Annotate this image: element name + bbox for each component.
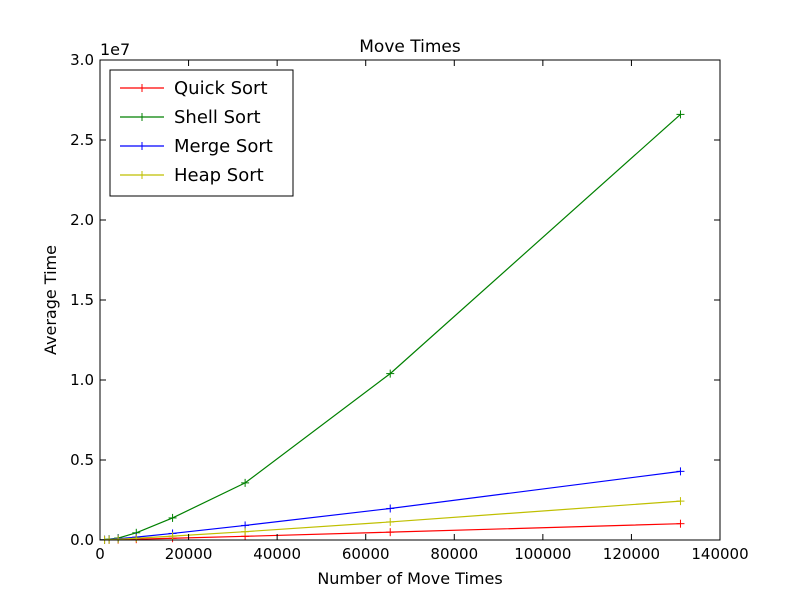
y-tick-label: 2.5 [70,131,94,149]
legend: Quick Sort Shell Sort Merge Sort Heap Sort [109,69,294,197]
data-point-merge-sort [676,467,685,476]
data-point-quick-sort [676,519,685,528]
data-point-heap-sort [386,517,395,526]
data-point-heap-sort [132,534,141,543]
x-tick-label: 20000 [165,545,213,563]
legend-label-merge-sort: Merge Sort [174,136,273,157]
legend-marker-shell-sort [138,113,146,121]
legend-label-shell-sort: Shell Sort [174,107,261,128]
y-tick-label: 2.0 [70,211,94,229]
legend-label-heap-sort: Heap Sort [174,165,264,186]
data-point-shell-sort [168,513,177,522]
plot-area [100,110,685,544]
data-point-heap-sort [676,497,685,506]
legend-label-quick-sort: Quick Sort [174,78,268,99]
x-tick-label: 0 [95,545,105,563]
legend-marker-heap-sort [138,171,146,179]
legend-marker-quick-sort [138,84,146,92]
y-offset-label: 1e7 [100,40,130,59]
y-tick-label: 3.0 [70,51,94,69]
x-tick-label: 140000 [691,545,748,563]
data-point-heap-sort [114,535,123,544]
data-point-heap-sort [168,532,177,541]
data-point-quick-sort [386,528,395,537]
x-tick-label: 60000 [342,545,390,563]
y-tick-label: 1.0 [70,371,94,389]
data-point-merge-sort [386,504,395,513]
y-tick-label: 0.5 [70,451,94,469]
x-axis-label: Number of Move Times [317,569,502,588]
series-line-merge-sort [104,470,681,541]
series-line-heap-sort [104,500,681,541]
data-point-shell-sort [676,110,685,119]
y-tick-label: 1.5 [70,291,94,309]
data-point-shell-sort [386,369,395,378]
x-tick-label: 100000 [514,545,571,563]
data-point-shell-sort [241,478,250,487]
y-axis-label: Average Time [41,245,60,355]
chart-title: Move Times [359,37,461,57]
x-tick-label: 40000 [253,545,301,563]
x-tick-label: 120000 [603,545,660,563]
legend-marker-merge-sort [138,142,146,150]
y-tick-label: 0.0 [70,531,94,549]
data-point-heap-sort [241,527,250,536]
x-tick-label: 80000 [430,545,478,563]
